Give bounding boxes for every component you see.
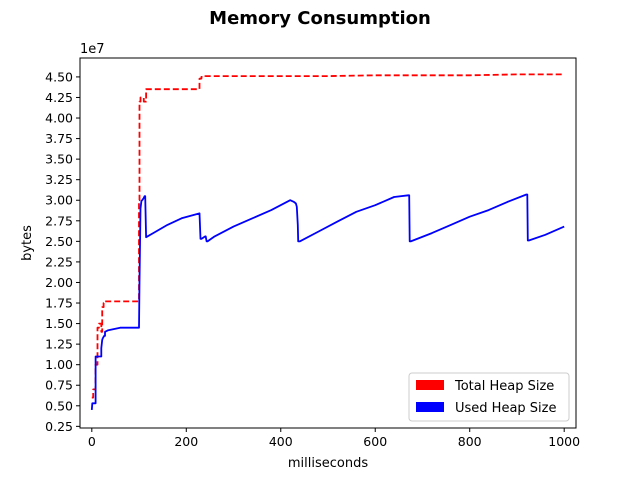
y-tick-label: 3.50: [45, 152, 73, 167]
y-tick-label: 3.00: [45, 193, 73, 208]
plot-series: [90, 73, 565, 410]
x-axis: 0 200 400 600 800 1000: [88, 428, 580, 449]
series-line-used-heap-size: [90, 193, 565, 410]
y-tick-label: 0.50: [45, 398, 73, 413]
y-tick-label: 2.75: [45, 213, 73, 228]
y-tick-label: 0.75: [45, 378, 73, 393]
x-tick-label: 400: [269, 434, 293, 449]
plot-area: [80, 58, 576, 428]
legend-box: [408, 372, 570, 422]
y-tick-label: 1.25: [45, 337, 73, 352]
legend-swatch-used-heap: [416, 402, 444, 412]
y-axis-offset-label: 1e7: [80, 42, 105, 57]
y-tick-label: 2.00: [45, 275, 73, 290]
chart-title: Memory Consumption: [209, 8, 431, 29]
y-tick-label: 4.25: [45, 90, 73, 105]
x-axis-label: milliseconds: [288, 456, 368, 471]
x-tick-label: 200: [174, 434, 198, 449]
y-tick-label: 3.25: [45, 172, 73, 187]
x-tick-label: 800: [458, 434, 482, 449]
y-tick-label: 4.50: [45, 69, 73, 84]
x-tick-label: 1000: [548, 434, 580, 449]
y-tick-label: 4.00: [45, 111, 73, 126]
y-tick-label: 2.25: [45, 254, 73, 269]
legend-label-total-heap: Total Heap Size: [454, 379, 554, 394]
legend: Total Heap Size Used Heap Size: [408, 372, 570, 422]
legend-swatch-total-heap: [416, 380, 444, 390]
x-tick-label: 0: [88, 434, 96, 449]
y-tick-label: 1.00: [45, 357, 73, 372]
y-tick-label: 2.50: [45, 234, 73, 249]
y-axis-label: bytes: [20, 225, 35, 261]
plot-frame: [79, 57, 577, 429]
series-line-total-heap-size: [91, 73, 565, 399]
y-tick-label: 1.50: [45, 316, 73, 331]
y-tick-label: 3.75: [45, 131, 73, 146]
y-tick-label: 0.25: [45, 419, 73, 434]
y-axis: 0.25 0.50 0.75 1.00 1.25 1.50 1.75 2.00 2.25 2.50…: [45, 69, 80, 434]
y-tick-label: 1.75: [45, 296, 73, 311]
legend-label-used-heap: Used Heap Size: [455, 401, 556, 416]
x-tick-label: 600: [363, 434, 387, 449]
